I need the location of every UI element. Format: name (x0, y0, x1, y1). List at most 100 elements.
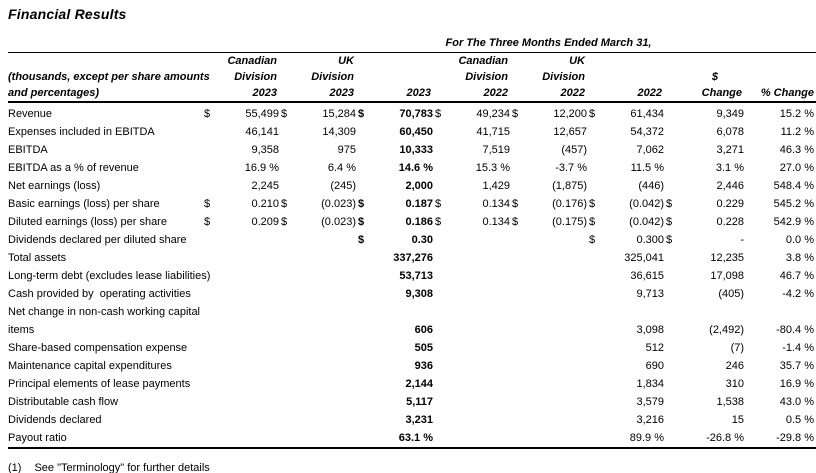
cell-value: 936 (414, 360, 433, 372)
cell-value (447, 285, 510, 303)
dollar-sign (433, 393, 447, 411)
cell-value: (7) (730, 342, 745, 354)
dollar-sign (587, 411, 601, 429)
cell-value (524, 411, 587, 429)
dollar-sign: $ (358, 234, 365, 246)
dollar-sign (664, 285, 682, 303)
cell-value: (2,492) (709, 324, 745, 336)
cell-value: 3.8 % (785, 252, 815, 264)
cell-value: 1,834 (636, 378, 665, 390)
column-header-line (587, 69, 664, 85)
cell-value: 53,713 (399, 270, 433, 282)
column-header-line: Canadian (458, 55, 508, 67)
financial-table: For The Three Months Ended March 31, (tho… (8, 29, 816, 449)
cell-value (447, 339, 510, 357)
table-row: Basic earnings (loss) per share $0.210 $ (0… (8, 195, 816, 213)
cell-value: 7,062 (636, 144, 665, 156)
row-label: Basic earnings (loss) per share (8, 198, 160, 210)
dollar-sign (279, 375, 293, 393)
column-header-line (356, 69, 433, 85)
cell-value: 0.134 (482, 198, 510, 210)
cell-value: 2,245 (251, 180, 279, 192)
cell-value: 15,284 (322, 108, 356, 120)
cell-value (216, 267, 279, 285)
cell-value (524, 267, 587, 285)
dollar-sign (279, 177, 293, 195)
cell-value: 11.5 % (630, 162, 665, 174)
cell-value: 60,450 (399, 126, 433, 138)
row-label: Revenue (8, 108, 53, 120)
column-header-line: 2022 (483, 87, 508, 99)
column-header-line: 2023 (252, 87, 277, 99)
cell-value: 3.1 % (715, 162, 745, 174)
footnote-marker: (1) (8, 462, 22, 473)
cell-value (447, 429, 510, 449)
cell-value: 11.2 % (780, 126, 815, 138)
table-row: Share-based compensation expense 505 512 (7… (8, 339, 816, 357)
dollar-sign: $ (512, 198, 519, 210)
cell-value: 310 (725, 378, 745, 390)
dollar-sign (664, 159, 682, 177)
cell-value: 17,098 (710, 270, 745, 282)
column-header-line: 2023 (406, 87, 431, 99)
dollar-sign (279, 429, 293, 449)
cell-value: (0.023) (321, 216, 356, 228)
dollar-sign (356, 267, 370, 285)
dollar-sign (356, 249, 370, 267)
table-row: Maintenance capital expenditures 936 690 24… (8, 357, 816, 375)
dollar-sign (510, 249, 524, 267)
cell-value: 27.0 % (779, 162, 815, 174)
cell-value: (0.042) (629, 198, 665, 210)
cell-value: 3,579 (636, 396, 665, 408)
column-header-line: 2022 (560, 87, 585, 99)
column-header: UK Division 2023 (279, 52, 356, 103)
dollar-sign: $ (281, 198, 288, 210)
dollar-sign (664, 141, 682, 159)
row-label: Diluted earnings (loss) per share (8, 216, 167, 228)
cell-value: 15 (731, 414, 745, 426)
cell-value: 0.187 (405, 198, 433, 210)
table-header: For The Three Months Ended March 31, (tho… (8, 29, 816, 103)
cell-value: 3,216 (636, 414, 665, 426)
dollar-sign (587, 393, 601, 411)
column-header: UK Division 2022 (510, 52, 587, 103)
cell-value (524, 429, 587, 449)
table-row: Total assets 337,276 325,041 12,235 3.8 % (8, 249, 816, 267)
cell-value: 690 (645, 360, 665, 372)
dollar-sign (664, 393, 682, 411)
cell-value: 246 (725, 360, 745, 372)
dollar-sign (356, 285, 370, 303)
column-header: 2022 (587, 52, 665, 103)
dollar-sign (279, 159, 293, 177)
cell-value (293, 429, 356, 449)
cell-value: 9,308 (405, 288, 433, 300)
dollar-sign (356, 375, 370, 393)
cell-value (524, 393, 587, 411)
dollar-sign (202, 177, 216, 195)
cell-value: 0.229 (716, 198, 745, 210)
cell-value (293, 303, 356, 339)
dollar-sign (433, 285, 447, 303)
cell-value: 54,372 (630, 126, 665, 138)
cell-value: 5,117 (406, 396, 433, 408)
dollar-sign (202, 231, 216, 249)
table-body: Revenue $55,499 $15,284 $70,783 $49,234 $12,2… (8, 102, 816, 449)
cell-value: -3.7 % (555, 162, 587, 174)
column-header-line: Change (701, 87, 743, 99)
dollar-sign: $ (358, 216, 365, 228)
cell-value: 6.4 % (327, 162, 356, 174)
column-header-line: % Change (760, 87, 815, 99)
row-label: Share-based compensation expense (8, 342, 188, 354)
dollar-sign (664, 375, 682, 393)
cell-value: 9,349 (716, 108, 745, 120)
dollar-sign: $ (589, 198, 596, 210)
dollar-sign (510, 429, 524, 449)
cell-value: (0.176) (552, 198, 587, 210)
row-label: Net earnings (loss) (8, 180, 101, 192)
dollar-sign (433, 123, 447, 141)
cell-value (524, 339, 587, 357)
dollar-sign (433, 357, 447, 375)
cell-value: 12,657 (553, 126, 587, 138)
dollar-sign (202, 393, 216, 411)
